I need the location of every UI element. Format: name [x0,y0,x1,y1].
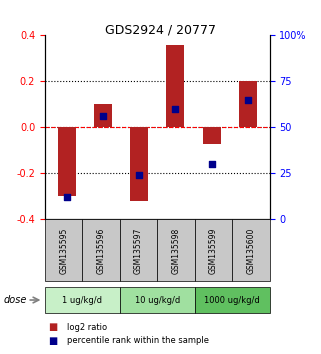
Text: GSM135598: GSM135598 [171,227,180,274]
Text: log2 ratio: log2 ratio [67,323,108,332]
Text: GDS2924 / 20777: GDS2924 / 20777 [105,23,216,36]
Text: GSM135595: GSM135595 [59,227,68,274]
Text: GSM135600: GSM135600 [247,227,256,274]
Bar [239,81,257,127]
Point [209,161,214,167]
Point [100,114,106,119]
Text: percentile rank within the sample: percentile rank within the sample [67,336,209,346]
Bar [203,127,221,144]
Point [245,97,250,103]
Point [64,195,69,200]
Text: GSM135596: GSM135596 [97,227,106,274]
Text: 1 ug/kg/d: 1 ug/kg/d [62,296,102,304]
Text: GSM135597: GSM135597 [134,227,143,274]
Point [173,106,178,112]
Text: ■: ■ [48,336,57,346]
Text: ■: ■ [48,322,57,332]
Text: GSM135599: GSM135599 [209,227,218,274]
Bar [94,104,112,127]
Bar [166,45,185,127]
Bar [130,127,148,201]
Bar [58,127,76,196]
Point [137,172,142,178]
Text: 1000 ug/kg/d: 1000 ug/kg/d [204,296,260,304]
Text: dose: dose [3,295,27,305]
Text: 10 ug/kg/d: 10 ug/kg/d [135,296,180,304]
